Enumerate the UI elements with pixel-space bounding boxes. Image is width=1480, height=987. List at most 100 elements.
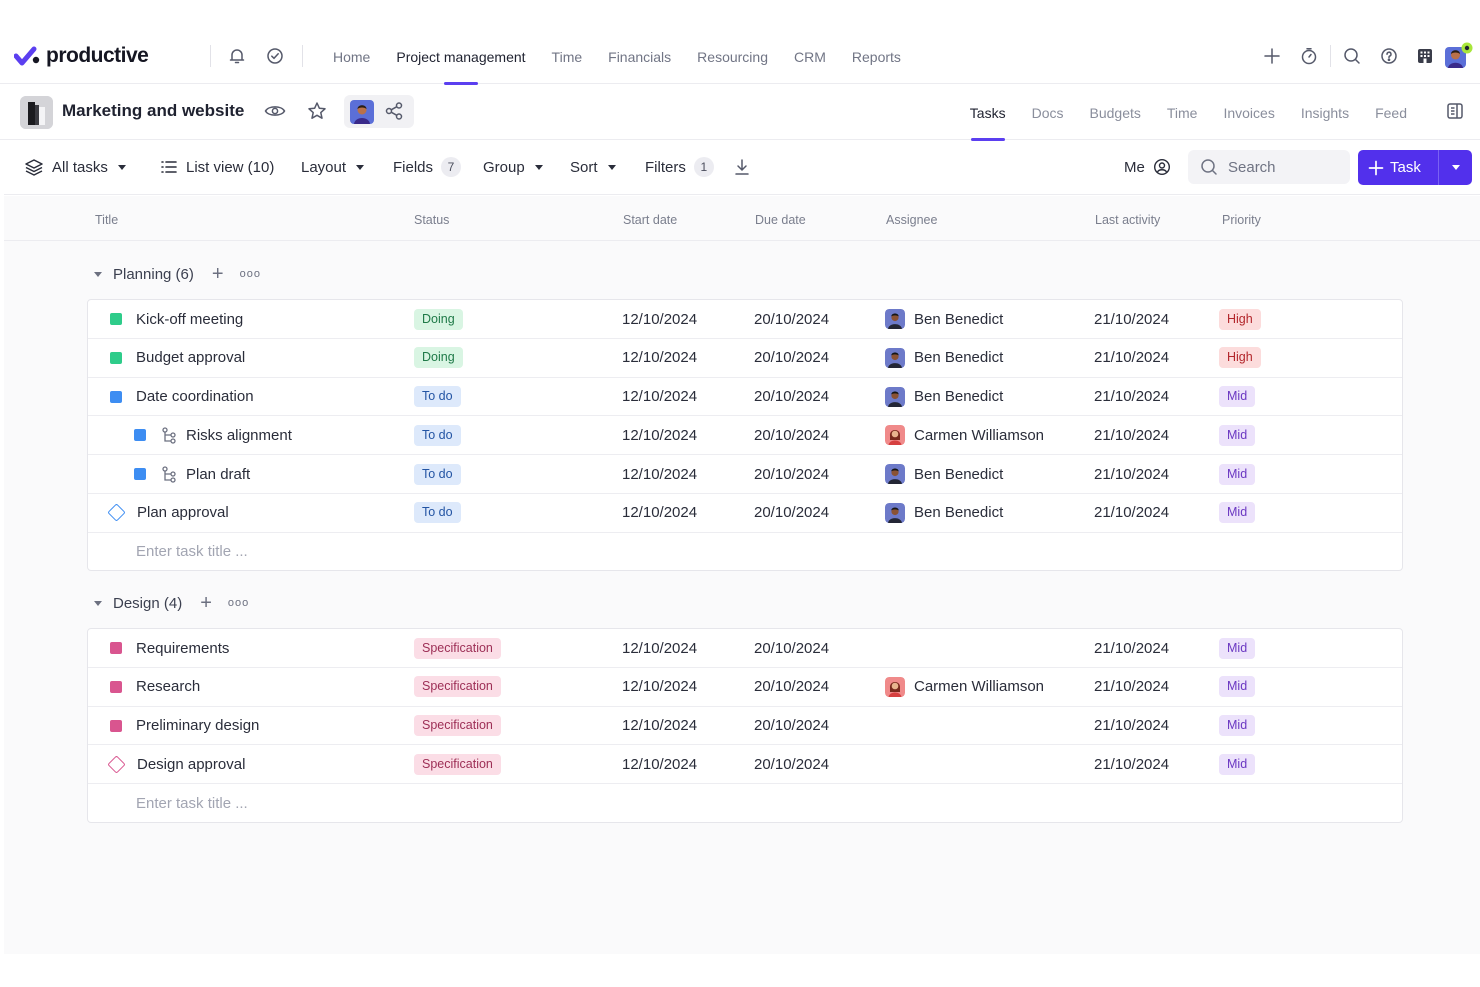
due-date-cell[interactable]: 20/10/2024 [754, 668, 829, 706]
list-view-button[interactable]: List view (10) [160, 140, 274, 194]
table-row[interactable]: Risks alignment To do 12/10/2024 20/10/2024… [88, 416, 1402, 456]
status-cell[interactable]: Specification [414, 707, 501, 745]
start-date-cell[interactable]: 12/10/2024 [622, 668, 697, 706]
search-icon[interactable] [1341, 45, 1363, 67]
bell-icon[interactable] [226, 45, 248, 67]
due-date-cell[interactable]: 20/10/2024 [754, 339, 829, 377]
eye-icon[interactable] [264, 100, 286, 122]
column-assignee[interactable]: Assignee [886, 213, 938, 227]
collapse-caret-icon[interactable] [94, 271, 102, 277]
task-title-cell[interactable]: Plan draft [134, 455, 250, 493]
assignee-cell[interactable]: Carmen Williamson [885, 416, 1044, 454]
task-title-cell[interactable]: Plan approval [107, 494, 229, 532]
new-task-input[interactable]: Enter task title ... [136, 533, 248, 570]
task-title-cell[interactable]: Kick-off meeting [110, 300, 243, 338]
table-row[interactable]: Design approval Specification 12/10/2024 20… [88, 745, 1402, 785]
status-cell[interactable]: To do [414, 416, 461, 454]
stopwatch-icon[interactable] [1298, 45, 1320, 67]
start-date-cell[interactable]: 12/10/2024 [622, 745, 697, 783]
fields-button[interactable]: Fields 7 [393, 140, 462, 194]
more-options-icon[interactable]: ooo [239, 268, 261, 280]
due-date-cell[interactable]: 20/10/2024 [754, 494, 829, 532]
tab-invoices[interactable]: Invoices [1223, 105, 1275, 121]
assignee-cell[interactable]: Ben Benedict [885, 300, 1003, 338]
tab-insights[interactable]: Insights [1300, 105, 1350, 121]
status-cell[interactable]: To do [414, 494, 461, 532]
assignee-cell[interactable]: Ben Benedict [885, 455, 1003, 493]
task-title-cell[interactable]: Requirements [110, 629, 229, 667]
status-cell[interactable]: Doing [414, 300, 463, 338]
status-cell[interactable]: Doing [414, 339, 463, 377]
side-panel-icon[interactable] [1444, 100, 1466, 122]
plus-icon[interactable] [1261, 45, 1283, 67]
table-row[interactable]: Requirements Specification 12/10/2024 20/10… [88, 629, 1402, 668]
organization-icon[interactable] [1414, 45, 1436, 67]
priority-cell[interactable]: Mid [1219, 668, 1256, 706]
column-start-date[interactable]: Start date [623, 213, 678, 227]
task-options-dropdown[interactable] [1438, 150, 1472, 185]
task-title-cell[interactable]: Preliminary design [110, 707, 259, 745]
new-task-button[interactable]: Task [1358, 150, 1438, 185]
layout-dropdown[interactable]: Layout [301, 140, 365, 194]
sort-dropdown[interactable]: Sort [570, 140, 616, 194]
help-icon[interactable] [1378, 45, 1400, 67]
filters-button[interactable]: Filters 1 [645, 140, 714, 194]
project-thumbnail[interactable] [20, 96, 53, 129]
table-row[interactable]: Budget approval Doing 12/10/2024 20/10/2024… [88, 339, 1402, 378]
task-title-cell[interactable]: Budget approval [110, 339, 245, 377]
priority-cell[interactable]: Mid [1219, 494, 1256, 532]
column-status[interactable]: Status [414, 213, 450, 227]
member-avatar[interactable] [350, 100, 374, 127]
priority-cell[interactable]: Mid [1219, 378, 1256, 416]
assignee-cell[interactable]: Ben Benedict [885, 378, 1003, 416]
start-date-cell[interactable]: 12/10/2024 [622, 416, 697, 454]
assignee-cell[interactable]: Carmen Williamson [885, 668, 1044, 706]
share-icon[interactable] [384, 101, 404, 124]
nav-financials[interactable]: Financials [608, 49, 672, 65]
due-date-cell[interactable]: 20/10/2024 [754, 416, 829, 454]
priority-cell[interactable]: Mid [1219, 416, 1256, 454]
new-task-row[interactable]: Enter task title ... [88, 533, 1402, 570]
start-date-cell[interactable]: 12/10/2024 [622, 455, 697, 493]
tab-feed[interactable]: Feed [1375, 105, 1407, 121]
tab-time[interactable]: Time [1166, 105, 1198, 121]
table-row[interactable]: Plan draft To do 12/10/2024 20/10/2024 Ben B… [88, 455, 1402, 494]
tab-budgets[interactable]: Budgets [1089, 105, 1141, 121]
priority-cell[interactable]: Mid [1219, 629, 1256, 667]
status-cell[interactable]: Specification [414, 668, 501, 706]
new-task-row[interactable]: Enter task title ... [88, 784, 1402, 822]
productive-logo[interactable]: productive [14, 42, 149, 70]
table-row[interactable]: Preliminary design Specification 12/10/202… [88, 707, 1402, 746]
new-task-input[interactable]: Enter task title ... [136, 784, 248, 822]
check-circle-icon[interactable] [264, 45, 286, 67]
nav-time[interactable]: Time [551, 49, 583, 65]
search-input[interactable]: Search [1188, 150, 1350, 184]
column-title[interactable]: Title [95, 213, 119, 227]
table-row[interactable]: Research Specification 12/10/2024 20/10/202… [88, 668, 1402, 707]
add-task-icon[interactable]: + [200, 592, 212, 614]
add-task-button[interactable]: Task [1358, 150, 1472, 185]
column-due-date[interactable]: Due date [755, 213, 806, 227]
column-last-activity[interactable]: Last activity [1095, 213, 1161, 227]
status-cell[interactable]: To do [414, 378, 461, 416]
star-icon[interactable] [306, 100, 328, 122]
task-title-cell[interactable]: Design approval [107, 745, 245, 783]
start-date-cell[interactable]: 12/10/2024 [622, 339, 697, 377]
nav-resourcing[interactable]: Resourcing [697, 49, 768, 65]
nav-reports[interactable]: Reports [851, 49, 901, 65]
tab-tasks[interactable]: Tasks [957, 84, 1019, 141]
priority-cell[interactable]: Mid [1219, 707, 1256, 745]
status-cell[interactable]: To do [414, 455, 461, 493]
assignee-cell[interactable]: Ben Benedict [885, 494, 1003, 532]
table-row[interactable]: Date coordination To do 12/10/2024 20/10/20… [88, 378, 1402, 417]
all-tasks-dropdown[interactable]: All tasks [24, 140, 126, 194]
tab-docs[interactable]: Docs [1031, 105, 1064, 121]
assignee-cell[interactable]: Ben Benedict [885, 339, 1003, 377]
project-members-share[interactable] [344, 95, 414, 128]
table-row[interactable]: Plan approval To do 12/10/2024 20/10/2024 Be… [88, 494, 1402, 533]
me-filter-button[interactable]: Me [1124, 140, 1171, 194]
due-date-cell[interactable]: 20/10/2024 [754, 707, 829, 745]
download-icon[interactable] [733, 140, 751, 194]
group-dropdown[interactable]: Group [483, 140, 543, 194]
priority-cell[interactable]: Mid [1219, 745, 1256, 783]
